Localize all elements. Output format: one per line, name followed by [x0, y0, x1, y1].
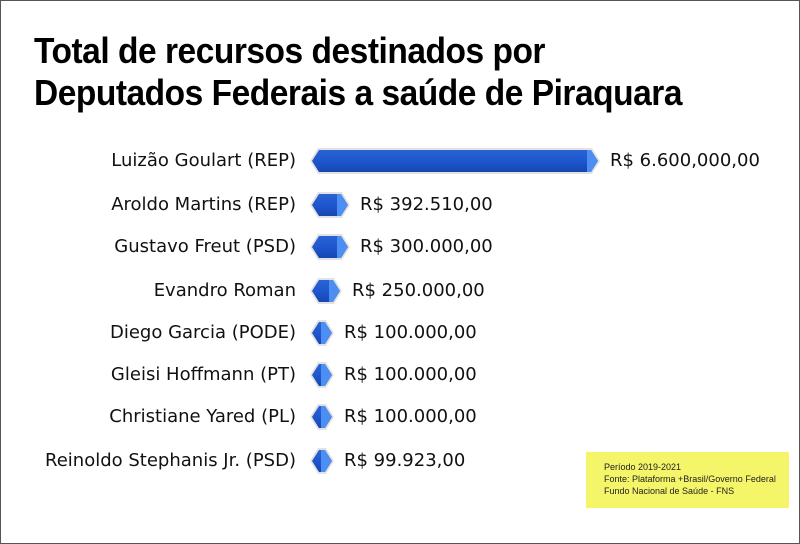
bar-row: Christiane Yared (PL) R$ 100.000,00: [0, 398, 800, 438]
note-source: Fonte: Plataforma +Brasil/Governo Federa…: [604, 474, 776, 484]
bar-row: Reinoldo Stephanis Jr. (PSD) R$ 99.923,00: [0, 442, 800, 482]
bar-cap: [337, 236, 348, 258]
bar-row: Diego Garcia (PODE) R$ 100.000,00: [0, 314, 800, 354]
bar-value-label: R$ 6.600,000,00: [610, 150, 760, 171]
bar-cap: [587, 150, 598, 172]
bar-cap: [337, 194, 348, 216]
bar-value-label: R$ 100.000,00: [344, 364, 477, 385]
bar: [312, 322, 332, 344]
bar-row: Gustavo Freut (PSD) R$ 300.000,00: [0, 228, 800, 268]
bar-value-label: R$ 250.000,00: [352, 280, 485, 301]
bar-value-label: R$ 300.000,00: [360, 236, 493, 257]
bar: [312, 406, 332, 428]
bar-cap: [321, 406, 332, 428]
bar-row: Luizão Goulart (REP) R$ 6.600,000,00: [0, 142, 800, 182]
bar-label: Aroldo Martins (REP): [111, 194, 296, 215]
bar: [312, 150, 598, 172]
bar-label: Diego Garcia (PODE): [109, 322, 296, 343]
bar: [312, 280, 340, 302]
bar-value-label: R$ 100.000,00: [344, 322, 477, 343]
bar: [312, 194, 348, 216]
note-period: Período 2019-2021: [604, 462, 682, 472]
bar-value-label: R$ 99.923,00: [344, 450, 466, 471]
bar: [312, 364, 332, 386]
bar-label: Evandro Roman: [153, 280, 296, 301]
bar-row: Evandro Roman R$ 250.000,00: [0, 272, 800, 312]
bar-cap: [329, 280, 340, 302]
bar-label: Reinoldo Stephanis Jr. (PSD): [45, 450, 296, 471]
bar: [312, 236, 348, 258]
bar-cap: [321, 364, 332, 386]
bar-value-label: R$ 392.510,00: [360, 194, 493, 215]
bar-label: Christiane Yared (PL): [109, 406, 296, 427]
bar-label: Gleisi Hoffmann (PT): [110, 364, 296, 385]
title-line-2: Deputados Federais a saúde de Piraquara: [34, 72, 682, 113]
bar-cap: [321, 322, 332, 344]
bar-cap: [321, 450, 332, 472]
bar: [312, 450, 332, 472]
chart-title: Total de recursos destinados por Deputad…: [34, 30, 741, 114]
bar-label: Luizão Goulart (REP): [111, 150, 296, 171]
bar-row: Aroldo Martins (REP) R$ 392.510,00: [0, 186, 800, 226]
source-note: Período 2019-2021 Fonte: Plataforma +Bra…: [586, 452, 789, 508]
note-fund: Fundo Nacional de Saúde - FNS: [604, 486, 735, 496]
bar-label: Gustavo Freut (PSD): [114, 236, 296, 257]
bar-value-label: R$ 100.000,00: [344, 406, 477, 427]
title-line-1: Total de recursos destinados por: [34, 30, 545, 71]
bar-row: Gleisi Hoffmann (PT) R$ 100.000,00: [0, 356, 800, 396]
